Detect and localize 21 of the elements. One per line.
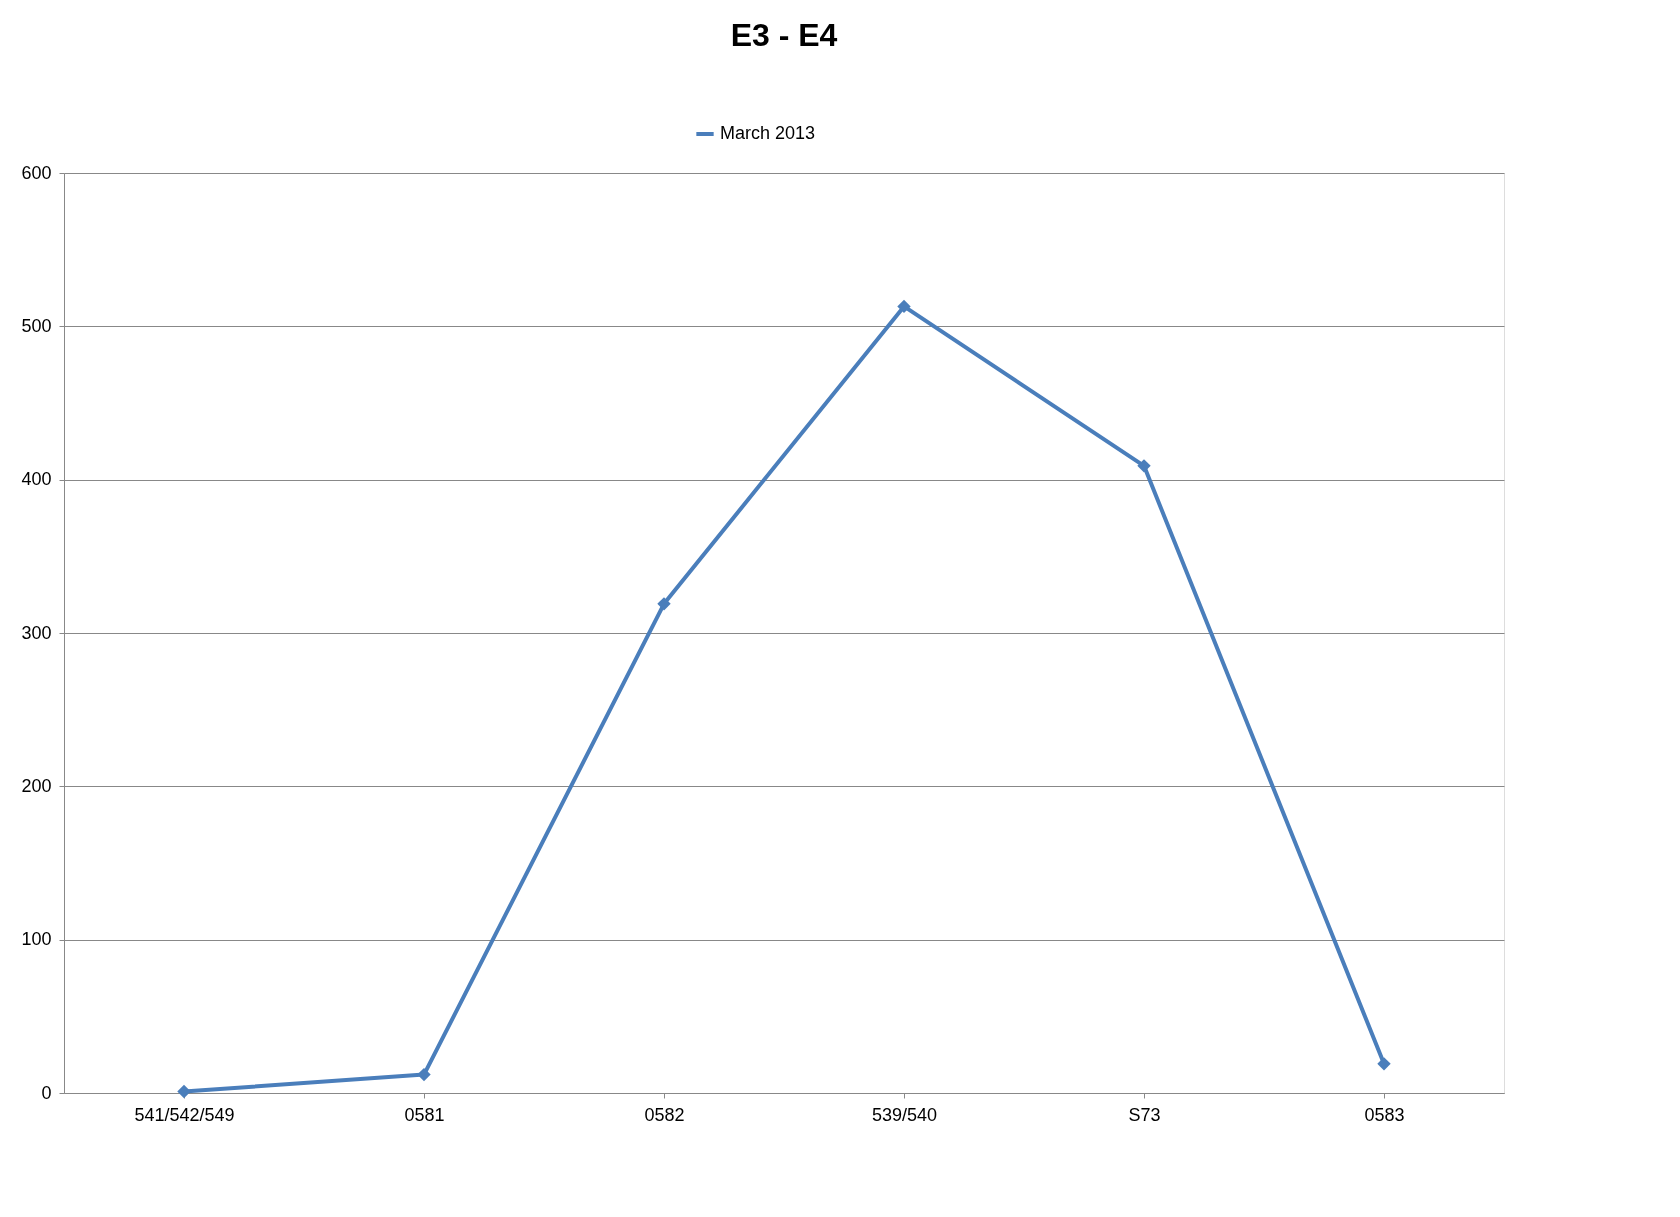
point [417, 1067, 431, 1082]
y-tick-label: 600 [21, 162, 52, 183]
y-tick-label: 500 [21, 315, 52, 336]
x-tick-label: 0583 [1364, 1104, 1405, 1125]
point [897, 299, 911, 314]
x-tick-label: 0581 [404, 1104, 445, 1125]
y-tick-label: 400 [21, 469, 52, 490]
y-tick-label: 300 [21, 622, 52, 643]
chart-title: E3 - E4 [730, 17, 838, 53]
point [1377, 1057, 1391, 1071]
y-tick-label: 0 [41, 1082, 52, 1103]
y-tick-label: 200 [21, 775, 52, 796]
point [1137, 459, 1151, 473]
y-tick-label: 100 [21, 929, 52, 950]
x-tick-label: 539/540 [871, 1104, 938, 1125]
legend-label: March 2013 [720, 123, 816, 143]
point [177, 1084, 191, 1099]
point [657, 597, 671, 611]
x-tick-label: 0582 [644, 1104, 685, 1125]
x-tick-label: S73 [1128, 1104, 1161, 1125]
x-tick-label: 541/542/549 [134, 1104, 235, 1125]
